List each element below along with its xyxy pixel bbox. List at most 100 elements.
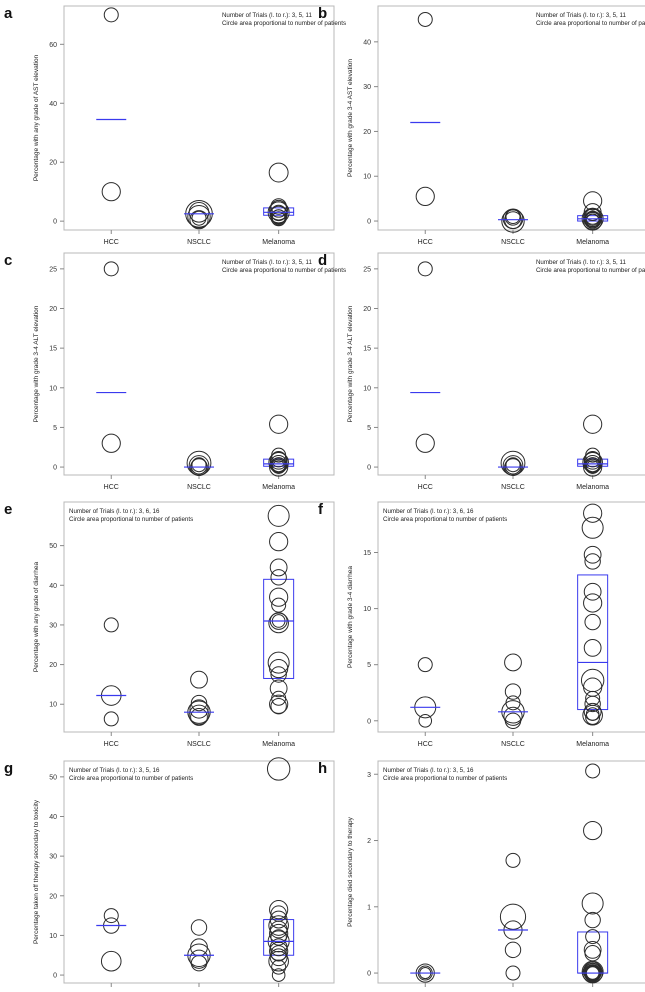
- plot-frame: [377, 501, 645, 733]
- y-axis-label: Percentage with any grade of AST elevati…: [33, 54, 40, 181]
- plot-frame: [63, 252, 335, 476]
- y-tick-label: 25: [363, 266, 371, 273]
- trial-circle: [190, 938, 208, 957]
- y-tick-label: 2: [367, 838, 371, 845]
- trial-circle: [583, 638, 602, 657]
- y-tick-label: 10: [49, 702, 57, 709]
- annotation-text: Circle area proportional to number of pa…: [536, 20, 645, 27]
- trial-circle: [269, 900, 289, 920]
- trial-circle: [584, 911, 601, 929]
- trial-circle: [585, 929, 601, 945]
- trial-circle: [269, 658, 289, 679]
- trial-circle: [190, 694, 208, 712]
- panel-label: e: [4, 501, 12, 518]
- panel-c: c 0 5 10 15 20 25 Percentage with grade 3-4 ALT…: [4, 252, 346, 491]
- trial-circle: [269, 948, 288, 967]
- trial-circle: [267, 504, 290, 527]
- x-tick-label: Melanoma: [576, 239, 609, 246]
- trial-circle: [269, 205, 288, 224]
- trial-circle: [269, 694, 289, 714]
- trial-circle: [585, 707, 600, 721]
- y-tick-label: 0: [367, 971, 371, 978]
- trial-circle: [269, 558, 288, 577]
- trial-circle: [271, 968, 286, 982]
- trial-circle: [585, 457, 601, 473]
- trial-circle: [190, 919, 208, 936]
- trial-circle: [103, 908, 119, 924]
- trial-circle: [585, 763, 601, 779]
- trial-circle: [505, 965, 521, 981]
- panel-label: a: [4, 5, 13, 22]
- iqr-box: [263, 578, 295, 679]
- trial-circle: [103, 617, 119, 633]
- y-tick-label: 3: [367, 772, 371, 779]
- plot-frame: [63, 5, 335, 231]
- annotation-text: Number of Trials (l. to r.): 3, 5, 11: [222, 12, 313, 19]
- trial-circle: [270, 569, 287, 586]
- trial-circle: [504, 941, 522, 959]
- y-tick-label: 5: [367, 425, 371, 432]
- x-tick-label: NSCLC: [501, 239, 525, 246]
- y-tick-label: 15: [49, 346, 57, 353]
- trial-circle: [581, 960, 604, 983]
- x-tick-label: HCC: [104, 484, 119, 491]
- trial-circle: [191, 210, 207, 226]
- y-tick-label: 10: [363, 174, 371, 181]
- annotation-text: Number of Trials (l. to r.): 3, 5, 16: [69, 767, 160, 774]
- trial-circle: [270, 666, 287, 683]
- trial-circle: [505, 695, 521, 711]
- trial-circle: [504, 683, 522, 700]
- x-tick-label: NSCLC: [187, 484, 211, 491]
- trial-circle: [100, 950, 122, 972]
- trial-circle: [271, 457, 287, 473]
- panel-label: b: [318, 5, 327, 22]
- iqr-box: [263, 207, 295, 216]
- panel-d: d 0 5 10 15 20 25 Percentage with grade 3-4 ALT…: [318, 252, 645, 491]
- y-tick-label: 0: [367, 465, 371, 472]
- panel-label: h: [318, 760, 327, 777]
- y-tick-label: 0: [367, 219, 371, 226]
- trial-circle: [271, 959, 287, 975]
- trial-circle: [505, 457, 521, 473]
- trial-circle: [269, 414, 289, 434]
- trial-circle: [187, 205, 211, 229]
- trial-circle: [415, 186, 435, 206]
- annotation-text: Circle area proportional to number of pa…: [222, 20, 346, 27]
- y-tick-label: 40: [49, 583, 57, 590]
- trial-circle: [584, 695, 601, 713]
- trial-circle: [188, 202, 210, 223]
- trial-circle: [190, 708, 208, 726]
- y-axis-label: Percentage with grade 3-4 AST elevation: [347, 59, 354, 177]
- panel-f: f 0 5 10 15 Percentage with grade 3-4 diarrhe…: [318, 501, 645, 748]
- panel-h: h 0 1 2 3 Percentage died secondary to therap…: [318, 760, 645, 987]
- annotation-text: Number of Trials (l. to r.): 3, 6, 16: [383, 508, 474, 515]
- iqr-box: [577, 574, 609, 711]
- trial-circle: [504, 458, 522, 475]
- trial-circle: [583, 677, 603, 697]
- x-tick-label: HCC: [418, 484, 433, 491]
- trial-circle: [190, 458, 208, 475]
- x-tick-label: HCC: [418, 239, 433, 246]
- trial-circle: [266, 757, 291, 781]
- trial-circle: [269, 587, 289, 607]
- trial-circle: [583, 582, 602, 601]
- panel-a: a 0 20 40 60 Percentage with any grade of AST…: [4, 5, 346, 246]
- y-tick-label: 50: [49, 774, 57, 781]
- trial-circle: [583, 191, 603, 211]
- trial-circle: [189, 949, 209, 969]
- panel-g: g 0 10 20 30 40 50 Percentage taken off therapy…: [4, 757, 335, 987]
- panel-label: d: [318, 252, 327, 269]
- y-tick-label: 60: [49, 42, 57, 49]
- y-tick-label: 0: [53, 465, 57, 472]
- x-tick-label: Melanoma: [262, 484, 295, 491]
- trial-circle: [580, 668, 605, 693]
- y-tick-label: 30: [49, 622, 57, 629]
- y-axis-label: Percentage with grade 3-4 ALT elevation: [33, 305, 40, 422]
- y-tick-label: 25: [49, 266, 57, 273]
- annotation-text: Circle area proportional to number of pa…: [383, 516, 507, 523]
- annotation-text: Number of Trials (l. to r.): 3, 5, 16: [383, 767, 474, 774]
- trial-circle: [583, 503, 603, 523]
- plot-frame: [377, 252, 645, 476]
- trial-circle: [584, 450, 601, 468]
